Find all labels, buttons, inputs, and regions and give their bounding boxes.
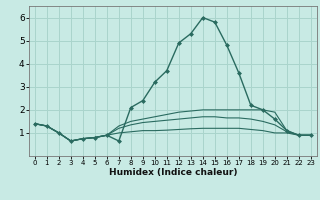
X-axis label: Humidex (Indice chaleur): Humidex (Indice chaleur): [108, 168, 237, 177]
